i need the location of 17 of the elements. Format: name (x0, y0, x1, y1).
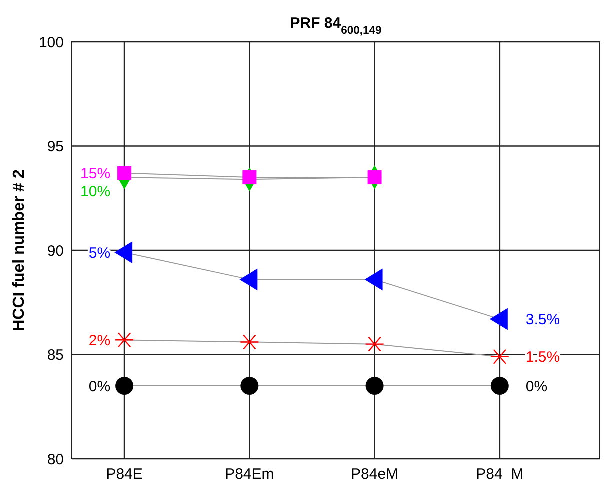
annotation: 15% (80, 166, 111, 183)
y-tick-label: 95 (47, 138, 64, 156)
annotation: 3.5% (526, 312, 560, 329)
annotation: 0% (526, 378, 548, 396)
annotation: 10% (80, 184, 111, 201)
y-tick-label: 90 (47, 242, 64, 260)
y-axis-title: HCCI fuel number # 2 (11, 170, 28, 332)
annotation: 0% (88, 378, 111, 396)
chart-title: PRF 84$_{600,149}$ (290, 15, 382, 37)
y-tick-label: 100 (38, 34, 64, 52)
x-tick-label: P84Em (225, 466, 274, 483)
annotation: 2% (88, 332, 111, 350)
y-tick-label: 85 (47, 347, 64, 364)
x-tick-label: P84eM (351, 466, 399, 483)
x-tick-label: P84E (106, 466, 143, 483)
x-tick-label: P84 M (476, 466, 524, 483)
y-tick-label: 80 (47, 451, 64, 468)
